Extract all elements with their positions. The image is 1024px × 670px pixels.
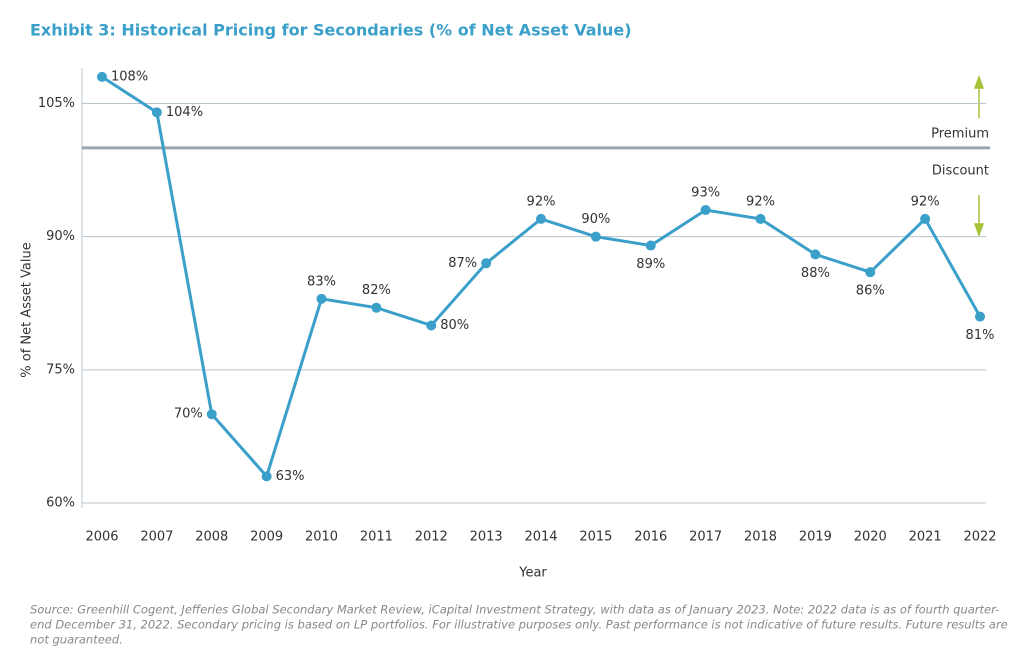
data-label: 87% — [448, 256, 477, 271]
chart-title: Exhibit 3: Historical Pricing for Second… — [30, 21, 632, 40]
x-tick-label: 2006 — [85, 530, 118, 545]
x-tick-label: 2022 — [963, 530, 996, 545]
point — [700, 205, 711, 216]
line — [101, 75, 982, 480]
point — [645, 240, 656, 251]
annotation: Premium — [931, 127, 989, 142]
data-label: 82% — [362, 283, 391, 298]
x-tick-label: 2012 — [415, 530, 448, 545]
point — [536, 213, 546, 224]
x-tick-label: 2017 — [689, 530, 722, 545]
point — [371, 302, 382, 313]
point — [810, 249, 821, 260]
point — [261, 471, 272, 482]
data-label: 80% — [440, 318, 469, 333]
data-label: 93% — [691, 186, 720, 201]
data-label: 88% — [801, 266, 830, 281]
x-tick-label: 2015 — [579, 530, 612, 545]
point — [975, 311, 985, 322]
point — [97, 71, 107, 82]
x-tick-label: 2019 — [799, 530, 832, 545]
x-tick-label: 2018 — [744, 530, 777, 545]
annotation: Discount — [932, 164, 989, 179]
y-tick-label: 90% — [46, 229, 75, 244]
data-label: 70% — [174, 407, 203, 422]
x-tick-label: 2020 — [854, 530, 887, 545]
point — [426, 320, 437, 331]
x-tick-label: 2013 — [470, 530, 503, 545]
data-label: 86% — [856, 284, 885, 299]
x-tick-label: 2009 — [250, 530, 283, 545]
data-label: 108% — [111, 69, 148, 84]
arrows — [973, 74, 985, 238]
point — [206, 409, 217, 420]
data-label: 104% — [166, 105, 203, 120]
y-tick-label: 75% — [46, 362, 75, 377]
x-axis-title: Year — [518, 566, 547, 581]
y-tick-label: 60% — [46, 496, 75, 511]
x-tick-label: 2008 — [195, 530, 228, 545]
point — [481, 258, 492, 269]
data-label: 81% — [966, 328, 995, 343]
footnote: Source: Greenhill Cogent, Jefferies Glob… — [30, 603, 999, 617]
point — [755, 213, 766, 224]
data-label: 90% — [581, 212, 610, 227]
data-label: 92% — [527, 194, 556, 209]
x-tick-label: 2016 — [634, 530, 667, 545]
data-label: 92% — [746, 194, 775, 209]
point — [865, 267, 876, 278]
x-tick-label: 2021 — [909, 530, 942, 545]
data-label: 63% — [276, 469, 305, 484]
data-label: 89% — [636, 257, 665, 272]
y-tick-label: 105% — [38, 96, 75, 111]
x-tick-label: 2007 — [140, 530, 173, 545]
footnote: end December 31, 2022. Secondary pricing… — [30, 618, 1008, 632]
y-axis-title: % of Net Asset Value — [20, 242, 35, 377]
data-label: 92% — [911, 194, 940, 209]
point — [151, 107, 162, 118]
x-tick-label: 2014 — [524, 530, 557, 545]
data-label: 83% — [307, 274, 336, 289]
x-tick-label: 2011 — [360, 530, 393, 545]
point — [920, 213, 931, 224]
x-tick-label: 2010 — [305, 530, 338, 545]
point — [316, 293, 327, 304]
footnote: not guaranteed. — [30, 633, 123, 647]
point — [590, 231, 601, 242]
